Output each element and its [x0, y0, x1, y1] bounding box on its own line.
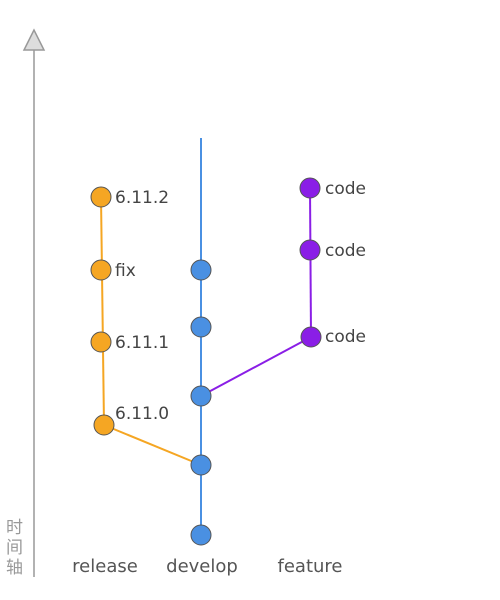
feature-node [299, 177, 321, 199]
release-node-label: 6.11.0 [115, 404, 169, 424]
release-node [90, 186, 112, 208]
feature-node-label: code [325, 241, 366, 261]
branch-label-release: release [72, 556, 138, 577]
develop-node [190, 316, 212, 338]
feature-line [309, 187, 312, 338]
branch-label-develop: develop [166, 556, 238, 577]
axis-char-3: 轴 [6, 558, 23, 578]
time-axis-arrow-icon [22, 28, 46, 51]
feature-node [300, 326, 322, 348]
develop-node [190, 385, 212, 407]
feature-node [299, 239, 321, 261]
feature-branch-connector [200, 336, 312, 397]
develop-node [190, 454, 212, 476]
axis-char-2: 间 [6, 538, 23, 558]
release-branch-connector [103, 424, 202, 466]
release-node [90, 331, 112, 353]
branch-label-feature: feature [278, 556, 343, 577]
release-node-label: 6.11.2 [115, 188, 169, 208]
release-line [100, 196, 105, 426]
release-node-label: 6.11.1 [115, 333, 169, 353]
develop-node [190, 524, 212, 546]
release-node [90, 259, 112, 281]
release-node [93, 414, 115, 436]
feature-node-label: code [325, 327, 366, 347]
feature-node-label: code [325, 179, 366, 199]
axis-char-1: 时 [6, 518, 23, 538]
develop-node [190, 259, 212, 281]
release-node-label: fix [115, 261, 136, 281]
